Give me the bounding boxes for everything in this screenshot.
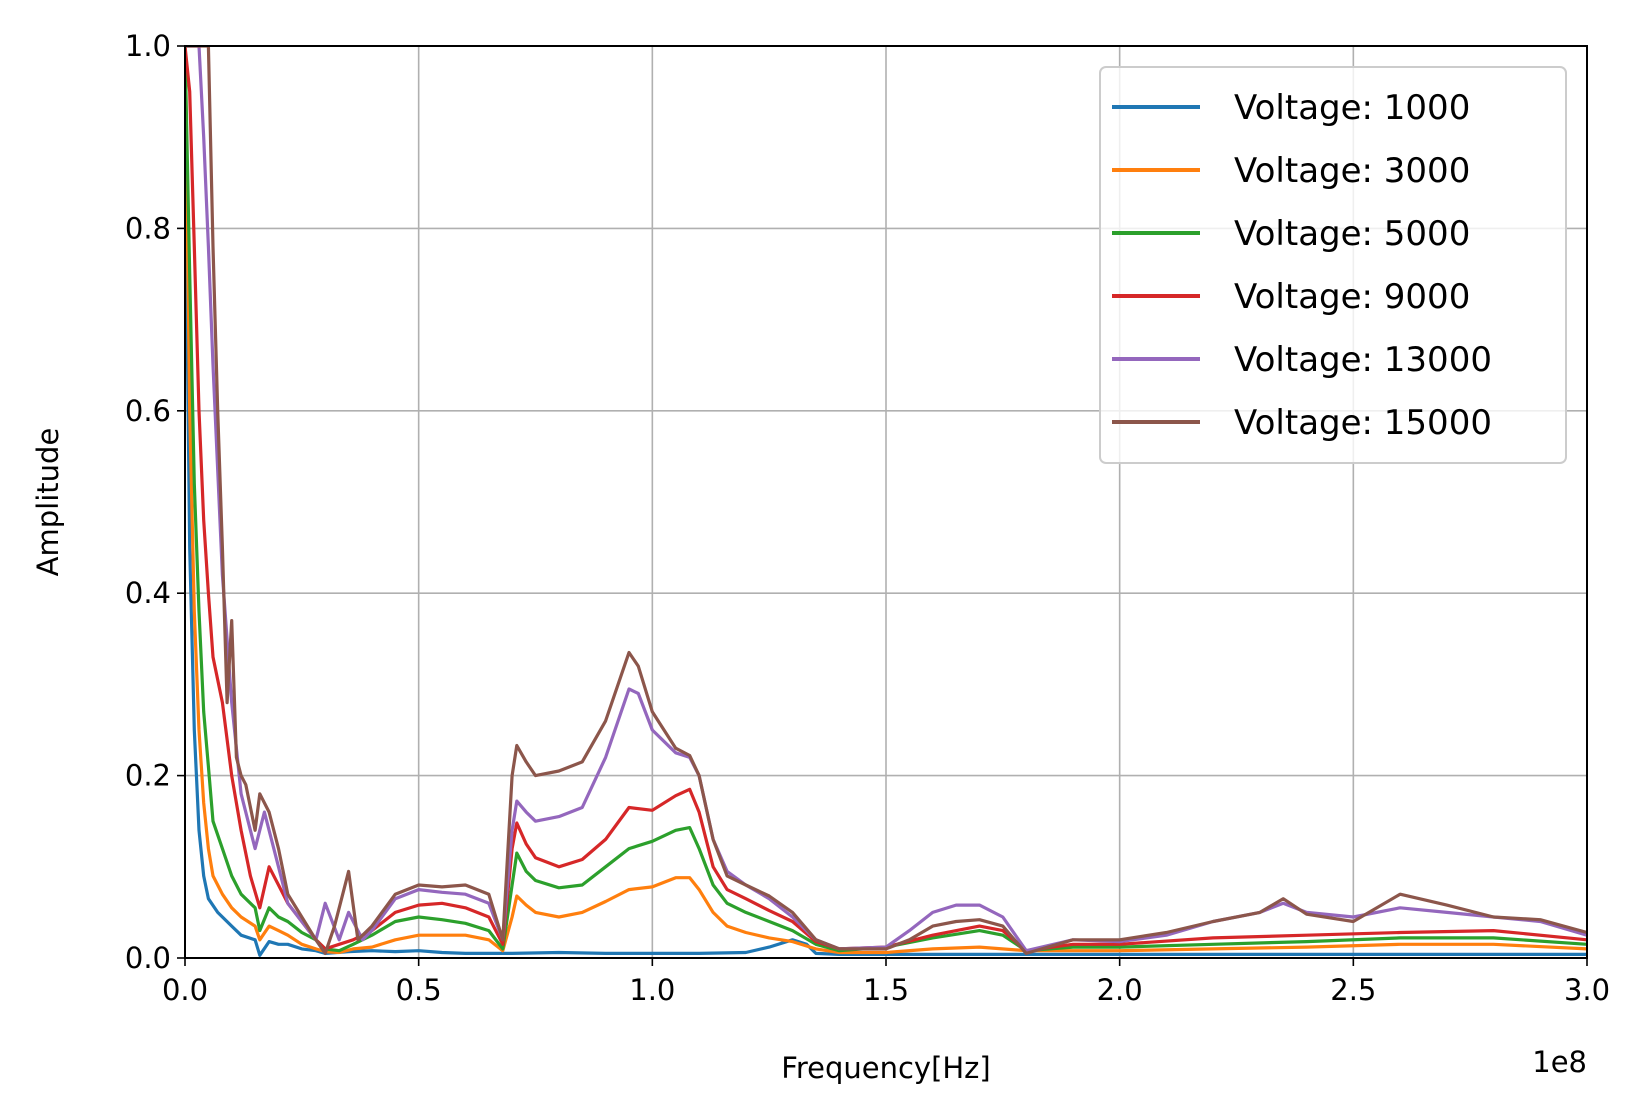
plot-area — [185, 46, 1587, 957]
x-tick-label: 2.5 — [1330, 973, 1376, 1007]
x-tick-label: 0.5 — [396, 973, 442, 1007]
legend: Voltage: 1000 Voltage: 3000 Voltage: 5000 V… — [1099, 66, 1567, 464]
x-tick-label: 1.0 — [629, 973, 675, 1007]
legend-label: Voltage: 1000 — [1234, 88, 1470, 128]
legend-label: Voltage: 9000 — [1234, 277, 1470, 317]
x-tick-label: 0.0 — [162, 973, 208, 1007]
legend-label: Voltage: 5000 — [1234, 214, 1470, 254]
legend-label: Voltage: 3000 — [1234, 151, 1470, 191]
axis-ticks: 0.0 0.5 1.0 1.5 2.0 2.5 3.0 0.0 0.2 0.4 0.6 0.8 1.0 — [125, 29, 1610, 1007]
series-line-5 — [185, 46, 1587, 955]
x-axis-label: Frequency[Hz] — [781, 1051, 990, 1085]
y-tick-label: 0.6 — [125, 394, 171, 428]
y-tick-label: 1.0 — [125, 29, 171, 63]
series-line-1 — [185, 46, 1587, 955]
y-axis-label: Amplitude — [31, 428, 65, 577]
x-tick-label: 3.0 — [1564, 973, 1610, 1007]
series-line-3 — [185, 46, 1587, 953]
series-line-2 — [185, 46, 1587, 953]
legend-label: Voltage: 13000 — [1234, 340, 1492, 380]
x-tick-label: 1.5 — [863, 973, 909, 1007]
y-tick-label: 0.8 — [125, 211, 171, 245]
x-tick-label: 2.0 — [1097, 973, 1143, 1007]
y-tick-label: 0.4 — [125, 576, 171, 610]
series-line-4 — [185, 46, 1587, 953]
y-tick-label: 0.2 — [125, 759, 171, 793]
series-line-0 — [185, 135, 1587, 957]
y-tick-label: 0.0 — [125, 941, 171, 975]
legend-box — [1099, 66, 1567, 464]
x-axis-offset-label: 1e8 — [1532, 1045, 1587, 1079]
legend-label: Voltage: 15000 — [1234, 403, 1492, 443]
